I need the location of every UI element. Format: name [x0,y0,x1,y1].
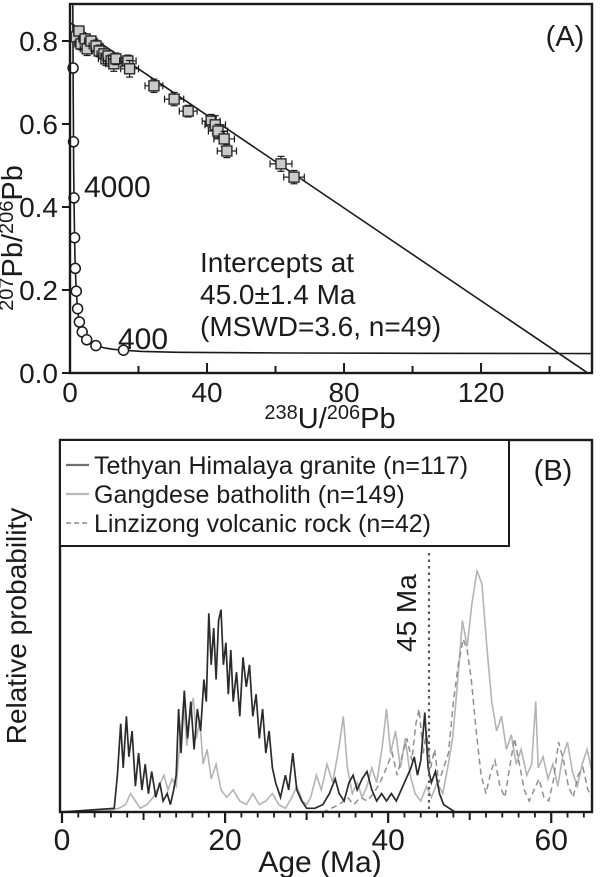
panel-a-chart-layer: 0 40 80 120 0.0 0.2 0.4 0.6 0.8 [19,5,591,408]
legend-item-gangdese: Gangdese batholith (n=149) [94,481,405,509]
series-curve [61,567,593,813]
y-tick-label: 0.8 [19,26,58,57]
concordia-age-marker [117,344,130,356]
x-tick-label: 60 [535,824,568,857]
y-tick-label: 0.4 [19,192,58,223]
y-axis-title-mid: Pb/ [0,233,29,277]
y-axis-title-sup2: 206 [0,201,18,234]
data-point [107,52,125,66]
concordia-age-marker [73,316,86,328]
panel-a-frame [68,2,594,375]
panel-a-y-axis-title: 207Pb/206Pb [0,165,29,311]
data-point-marker [218,133,230,145]
y-axis-title-sup1: 207 [0,278,18,311]
x-tick-label: 0 [54,824,71,857]
y-tick-label: 0.2 [19,275,58,306]
y-tick-label: 0.0 [19,358,58,389]
series-curve [62,636,593,813]
x-axis-title-sup2: 206 [327,402,360,424]
series-curve [61,609,592,813]
data-point [269,155,293,172]
panel-b-y-axis-title: Relative probability [1,508,32,745]
concordia-age-marker [80,334,93,346]
x-tick-label: 40 [191,377,222,408]
panel-b-x-axis-title: Age (Ma) [258,846,381,877]
y-tick-label: 0.6 [19,109,58,140]
y-axis-title-end: Pb [0,165,29,200]
x-tick-label: 40 [371,824,404,857]
panel-b-series-layer [61,567,593,813]
data-point [216,143,238,159]
concordia-age-label-4000: 4000 [84,171,151,204]
concordia-age-marker [71,302,84,315]
x-tick-label: 0 [62,377,78,408]
concordia-age-marker [90,339,102,352]
panel-b-axis-layer: 0 20 40 60 [54,812,585,857]
data-point [178,104,198,118]
concordia-age-marker [69,262,82,275]
data-point-marker [168,93,180,105]
data-point-marker [288,171,300,183]
concordia-age-marker [70,285,83,297]
panel-b-label: (B) [534,455,573,487]
x-axis-title-sup1: 238 [264,402,297,424]
data-point-marker [123,63,136,75]
x-tick-label: 20 [208,824,241,857]
legend: Tethyan Himalaya granite (n=117) Gangdes… [59,439,510,547]
x-tick-label: 80 [328,377,359,408]
data-point-marker [148,80,160,92]
x-tick-label: 120 [458,377,505,408]
intercept-annotation-line1: Intercepts at [200,247,354,278]
data-point [163,91,185,107]
data-point-marker [275,158,287,170]
legend-item-tethyan: Tethyan Himalaya granite (n=117) [94,452,468,480]
data-point [144,78,164,94]
intercept-annotation-line3: (MSWD=3.6, n=49) [200,311,441,342]
data-point [283,169,305,185]
x-axis-title-mid: U/ [298,403,328,435]
legend-box [59,439,510,547]
panel-a: 0 40 80 120 0.0 0.2 0.4 0.6 0.8 (A) 4000 400 Int… [0,2,594,435]
panel-b: 45 Ma 0 20 40 60 Tethyan Himalaya granite (… [1,438,594,877]
data-point [120,59,140,78]
reference-line-label: 45 Ma [391,574,422,652]
legend-item-linzizong: Linzizong volcanic rock (n=42) [94,510,431,538]
intercept-annotation-line2: 45.0±1.4 Ma [200,279,356,310]
concordia-age-label-400: 400 [118,323,168,356]
x-axis-title-end: Pb [360,403,395,435]
data-point-marker [110,53,122,65]
panel-a-x-axis-title: 238U/206Pb [264,402,395,435]
panel-a-label: (A) [546,21,585,53]
data-point-marker [182,105,194,117]
data-point-marker [221,145,233,157]
